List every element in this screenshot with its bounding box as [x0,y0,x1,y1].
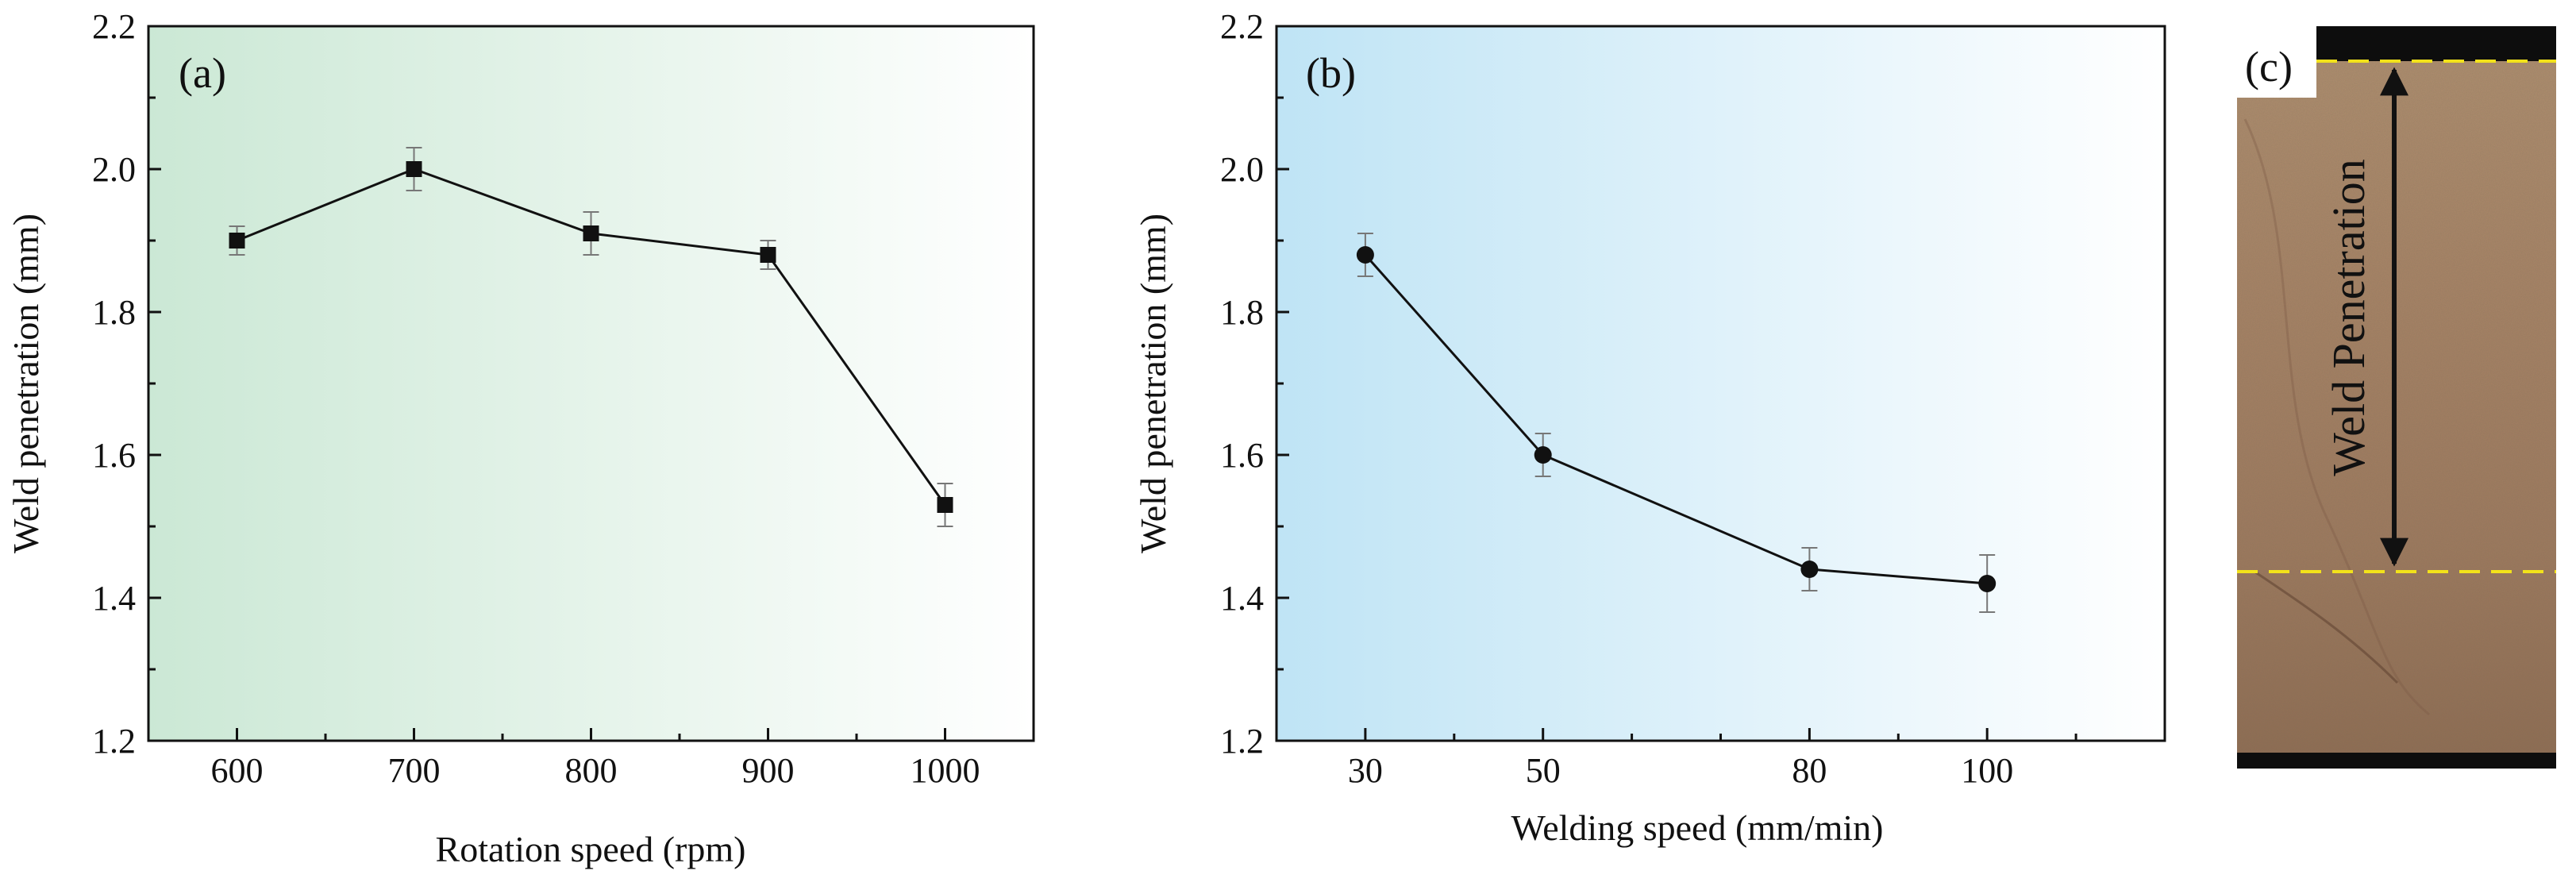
b-series-line [1364,254,1988,585]
a-ytick-label: 1.2 [92,722,136,761]
panel-c-label-box [2237,26,2316,98]
panel-a-plot-area [147,25,1035,742]
a-ytick-label: 2.2 [92,7,136,46]
panel-b-label: (b) [1306,49,1356,97]
panel-b-xlabel: Welding speed (mm/min) [1511,807,1884,848]
panel-a: (a) 1.2 1.4 1.6 1.8 2.0 2.2 600 700 800 900 1000 R… [6,7,1035,869]
b-ytick-label: 1.8 [1220,293,1264,332]
b-ytick-label: 1.6 [1220,436,1264,475]
panel-b-ticks: 1.2 1.4 1.6 1.8 2.0 2.2 30 50 80 100 [1220,7,2077,790]
panel-a-ticks: 1.2 1.4 1.6 1.8 2.0 2.2 600 700 800 900 1000 [92,7,1035,790]
b-data-point [1534,446,1552,464]
panel-b: (b) 1.2 1.4 1.6 1.8 2.0 2.2 30 50 80 100 Welding … [1133,7,2166,848]
b-ytick-label: 1.2 [1220,722,1264,761]
panel-c-label: (c) [2245,43,2293,91]
panel-a-ylabel: Weld penetration (mm) [6,214,46,553]
b-data-point [1800,561,1819,578]
a-ytick-label: 1.4 [92,579,136,618]
panel-b-ylabel: Weld penetration (mm) [1133,214,1173,553]
a-ytick-label: 1.8 [92,293,136,332]
b-xtick-label: 100 [1961,751,2013,790]
a-ytick-label: 1.6 [92,436,136,475]
b-xtick-label: 80 [1792,751,1827,790]
panel-a-xlabel: Rotation speed (rpm) [436,829,746,869]
a-data-point [583,225,599,241]
a-data-point [760,247,776,263]
specimen-bottom-edge [2237,753,2556,769]
b-data-point [1978,575,1996,592]
a-ytick-label: 2.0 [92,150,136,189]
a-xtick-label: 700 [388,751,441,790]
panel-a-series [229,147,953,527]
b-data-point [1356,246,1374,264]
a-data-point [229,233,245,249]
a-xtick-label: 900 [742,751,795,790]
a-data-point [406,161,422,177]
weld-penetration-annotation: Weld Penetration [2323,159,2374,476]
a-data-point [937,497,953,513]
panel-b-series [1356,233,1996,613]
b-ytick-label: 2.0 [1220,150,1264,189]
a-xtick-label: 800 [565,751,618,790]
b-xtick-label: 50 [1526,751,1561,790]
b-ytick-label: 2.2 [1220,7,1264,46]
panel-a-label: (a) [179,49,226,97]
b-ytick-label: 1.4 [1220,579,1264,618]
specimen-grain-line [2243,118,2430,716]
a-xtick-label: 600 [211,751,264,790]
panel-c: (c) Weld Penetration [2237,26,2556,769]
a-xtick-label: 1000 [911,751,980,790]
weld-boundary-trace [2254,570,2399,684]
b-xtick-label: 30 [1348,751,1383,790]
panel-b-plot-area [1275,25,2166,742]
